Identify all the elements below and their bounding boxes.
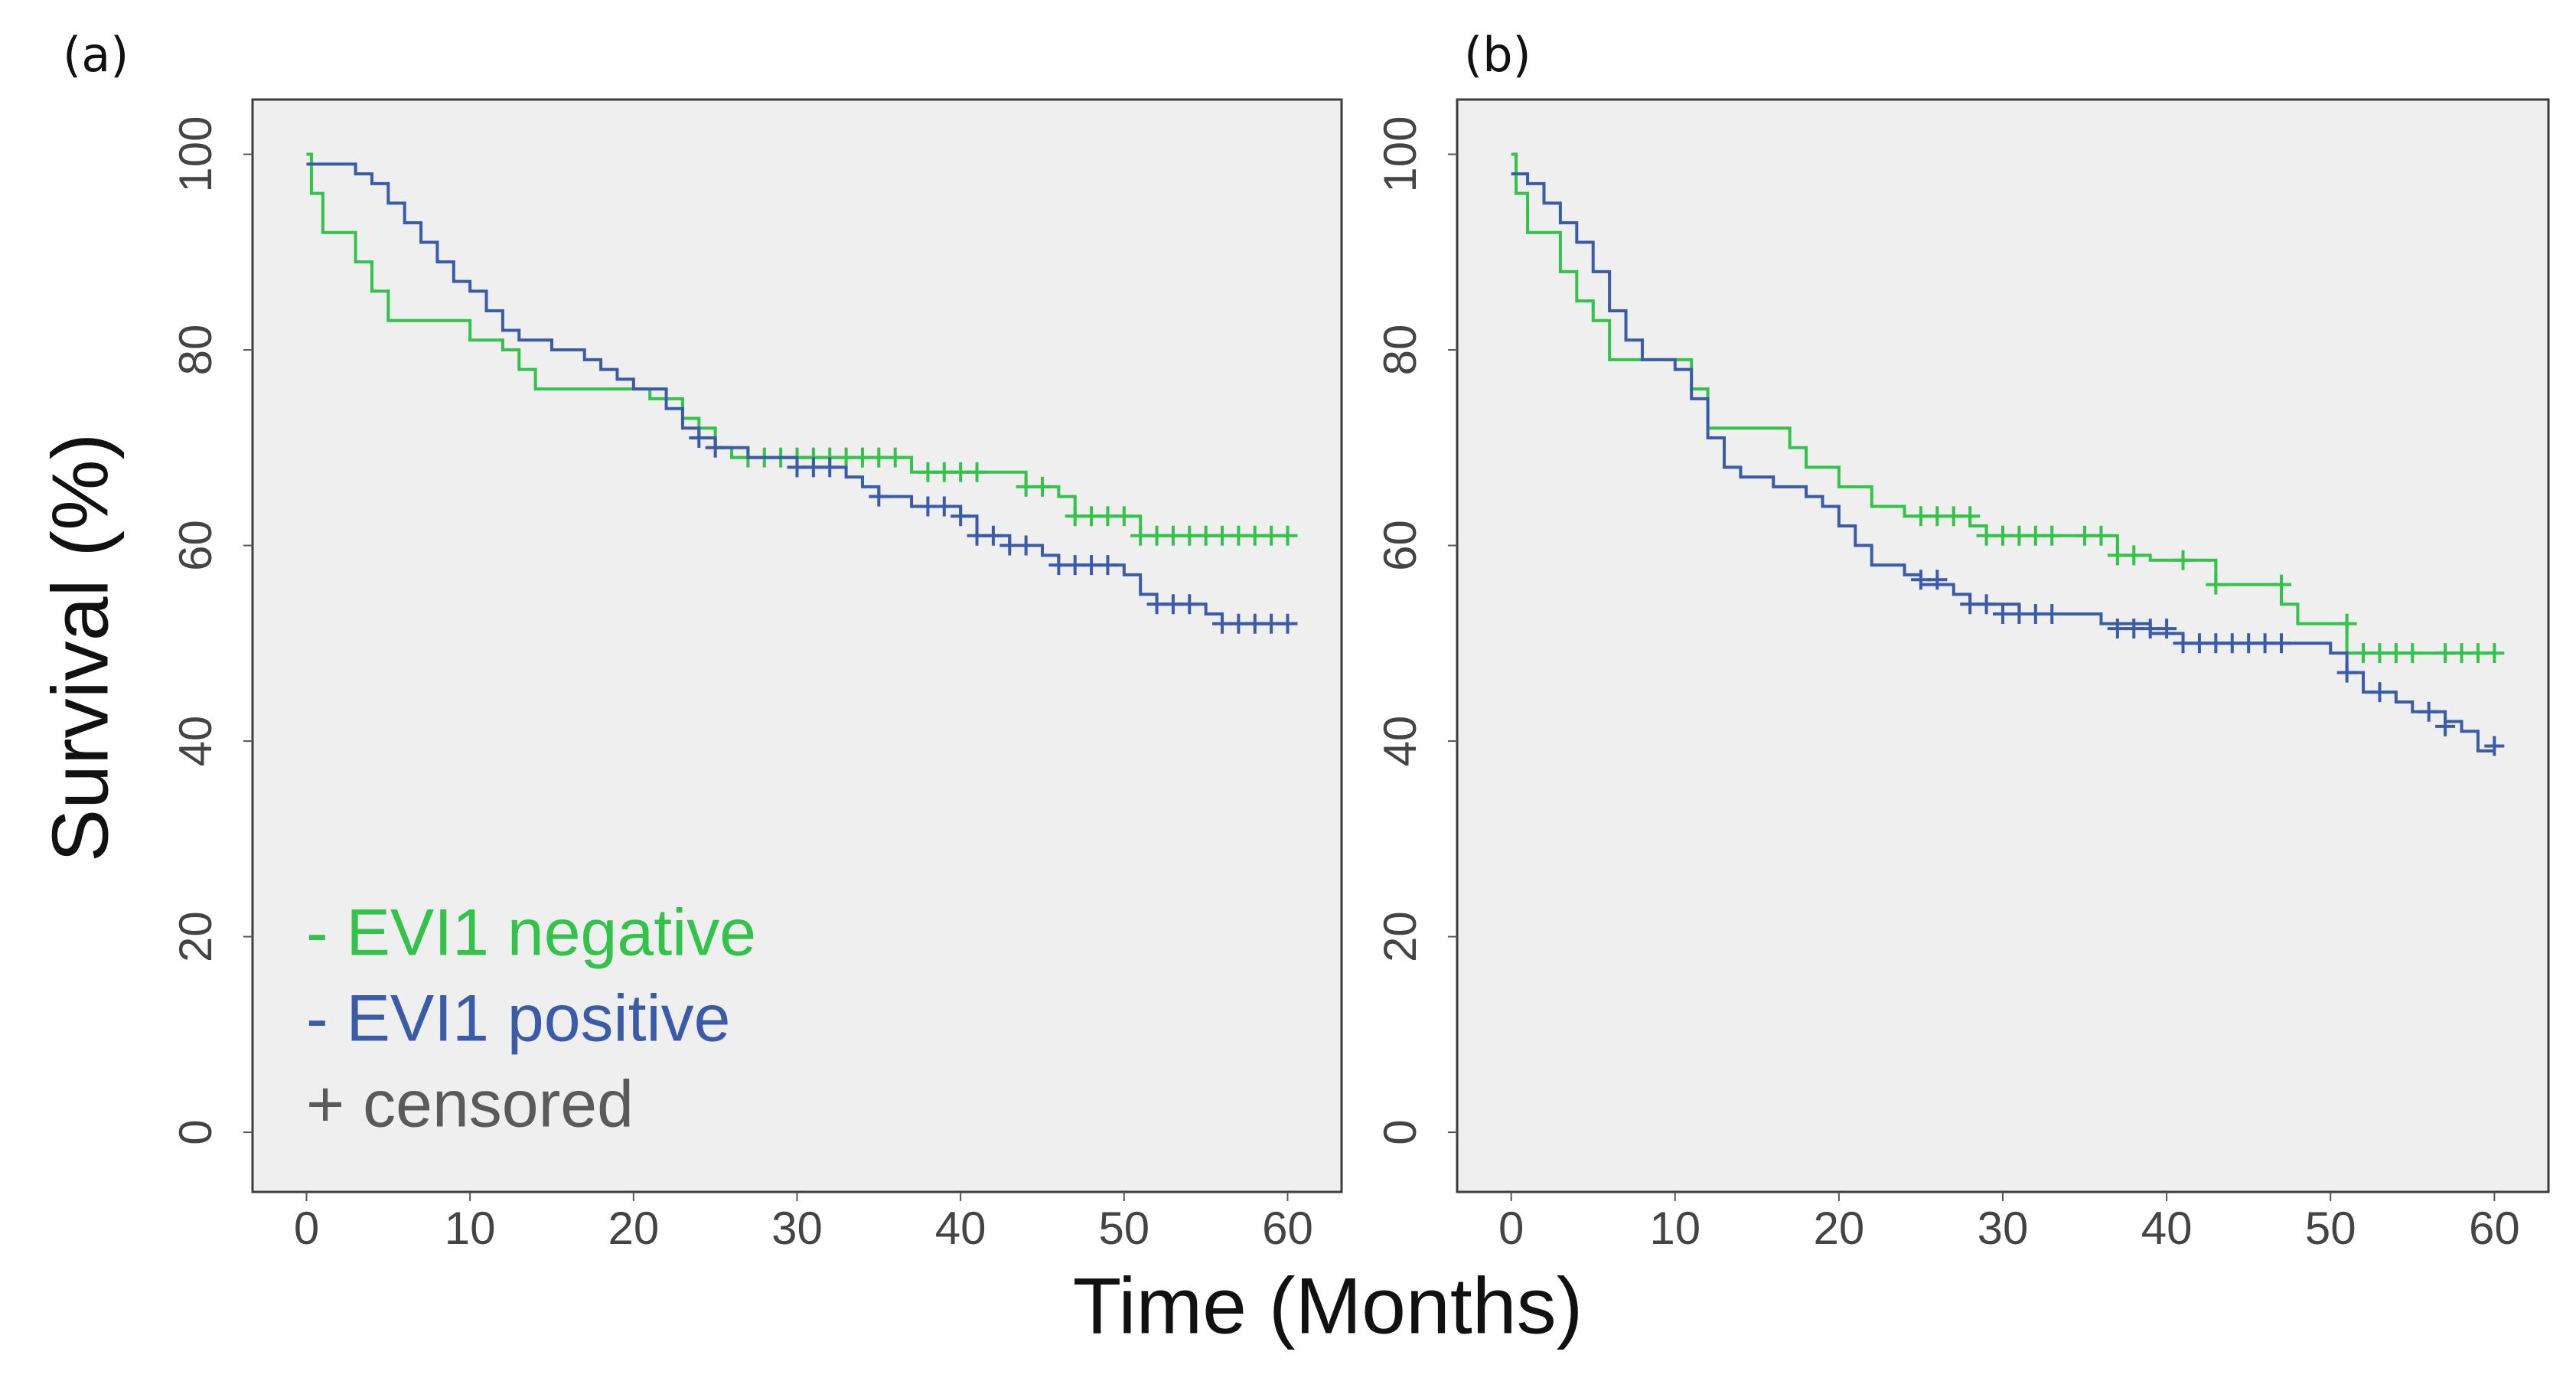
- x-tick-label: 40: [935, 1203, 986, 1254]
- panel-label: (a): [63, 27, 129, 83]
- censor-mark: [2271, 574, 2291, 595]
- y-tick-label: 80: [170, 325, 221, 376]
- x-tick-label: 10: [445, 1203, 496, 1254]
- legend-entry: - EVI1 negative: [306, 896, 756, 970]
- x-tick-label: 0: [294, 1203, 319, 1254]
- x-tick-label: 60: [1262, 1203, 1313, 1254]
- censor-mark: [2484, 736, 2505, 756]
- censor-mark: [2271, 633, 2291, 654]
- legend-entry: - EVI1 positive: [306, 982, 730, 1056]
- censor-mark: [2173, 550, 2193, 570]
- censor-mark: [1097, 555, 1118, 576]
- censor-mark: [2418, 701, 2439, 722]
- survival-line: [306, 162, 1288, 625]
- y-tick-label: 40: [170, 716, 221, 767]
- panel-label: (b): [1464, 27, 1531, 83]
- censor-mark: [1927, 570, 1948, 590]
- censor-mark: [2336, 613, 2357, 634]
- censor-mark: [820, 457, 840, 478]
- x-axis-label: Time (Months): [1073, 1262, 1583, 1350]
- y-tick-label: 20: [1374, 911, 1426, 962]
- censor-mark: [983, 525, 1003, 546]
- censor-mark: [934, 496, 954, 517]
- x-tick-label: 50: [1098, 1203, 1149, 1254]
- y-tick-label: 100: [170, 116, 221, 192]
- x-tick-label: 40: [2141, 1203, 2193, 1254]
- censor-mark: [1114, 506, 1134, 527]
- y-tick-label: 80: [1374, 325, 1426, 376]
- y-tick-label: 0: [170, 1119, 221, 1144]
- y-tick-label: 20: [170, 911, 221, 962]
- censor-mark: [1976, 594, 1997, 615]
- x-tick-label: 20: [608, 1203, 659, 1254]
- survival-line: [1511, 172, 2495, 753]
- censor-mark: [2402, 643, 2423, 664]
- censor-mark: [2206, 574, 2226, 595]
- x-tick-label: 30: [1978, 1203, 2029, 1254]
- censor-mark: [2157, 619, 2177, 639]
- censor-mark: [1032, 476, 1052, 497]
- y-tick-label: 40: [1374, 716, 1426, 767]
- censor-mark: [1277, 613, 1298, 634]
- censor-mark: [2042, 525, 2062, 546]
- y-tick-label: 100: [1374, 116, 1426, 192]
- censor-mark: [2042, 603, 2062, 624]
- legend-censored: + censored: [306, 1068, 634, 1141]
- censor-mark: [967, 462, 987, 482]
- censor-mark: [2369, 682, 2390, 703]
- plot-area: [1456, 98, 2550, 1193]
- censor-mark: [2484, 643, 2505, 664]
- censor-mark: [2091, 525, 2111, 546]
- censor-mark: [1179, 594, 1200, 615]
- y-tick-label: 0: [1374, 1119, 1426, 1144]
- x-tick-label: 0: [1498, 1203, 1524, 1254]
- x-tick-label: 30: [771, 1203, 823, 1254]
- censor-mark: [1960, 506, 1981, 527]
- censor-mark: [1277, 525, 1298, 546]
- censor-mark: [2336, 662, 2357, 683]
- y-tick-label: 60: [1374, 520, 1426, 571]
- censor-mark: [2435, 716, 2456, 736]
- censor-mark: [705, 437, 726, 458]
- censor-mark: [1016, 535, 1036, 556]
- x-tick-label: 20: [1814, 1203, 1865, 1254]
- censor-mark: [951, 506, 971, 527]
- y-tick-label: 60: [170, 520, 221, 571]
- plot-area: [251, 98, 1343, 1193]
- x-tick-label: 50: [2305, 1203, 2356, 1254]
- censor-mark: [885, 447, 905, 468]
- y-axis-label: Survival (%): [36, 433, 125, 863]
- x-tick-label: 10: [1649, 1203, 1700, 1254]
- censor-mark: [689, 428, 709, 449]
- x-tick-label: 60: [2469, 1203, 2520, 1254]
- censor-mark: [869, 486, 889, 507]
- censor-mark: [2124, 545, 2144, 566]
